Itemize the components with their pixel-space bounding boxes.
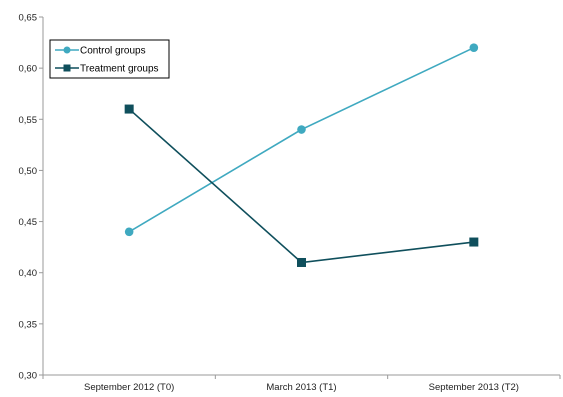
data-point	[469, 43, 479, 52]
y-tick-label: 0,40	[19, 268, 38, 279]
legend-box	[49, 39, 170, 79]
y-tick-label: 0,30	[19, 371, 38, 382]
data-point	[297, 125, 306, 134]
y-tick-label: 0,60	[19, 64, 38, 75]
legend: Control groups Treatment groups	[49, 39, 170, 79]
y-tick-label: 0,35	[19, 319, 38, 330]
series-layer	[124, 43, 479, 267]
legend-item: Control groups	[55, 46, 146, 57]
data-point	[124, 104, 134, 114]
data-point	[297, 257, 306, 267]
x-tick-label: September 2012 (T0)	[84, 382, 174, 393]
legend-label: Control groups	[80, 46, 146, 57]
data-point	[124, 227, 134, 237]
y-tick-label: 0,50	[19, 166, 38, 177]
y-axis: 0,30 0,35 0,40 0,45 0,50 0,55 0,60 0,65	[19, 13, 44, 382]
legend-item: Treatment groups	[55, 64, 159, 75]
y-tick-label: 0,55	[19, 115, 38, 126]
data-point	[469, 237, 479, 247]
x-axis: September 2012 (T0) March 2013 (T1) Septem…	[42, 374, 561, 393]
legend-marker	[63, 46, 71, 54]
series-control-groups	[124, 43, 479, 237]
legend-label: Treatment groups	[80, 64, 159, 75]
y-tick-label: 0,65	[19, 13, 38, 24]
legend-marker	[63, 64, 71, 72]
x-tick-label: September 2013 (T2)	[429, 382, 519, 393]
y-ticks: 0,30 0,35 0,40 0,45 0,50 0,55 0,60 0,65	[19, 13, 43, 382]
series-line	[128, 46, 475, 233]
x-tick-label: March 2013 (T1)	[266, 382, 336, 393]
series-treatment-groups	[124, 104, 479, 267]
y-tick-label: 0,45	[19, 217, 38, 228]
x-ticks: September 2012 (T0) March 2013 (T1) Septem…	[42, 375, 561, 393]
